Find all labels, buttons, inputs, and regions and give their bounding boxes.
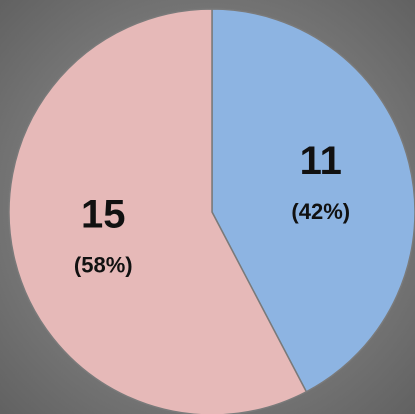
slice-percent-label: (42%): [291, 199, 350, 224]
slice-value-label: 11: [300, 139, 342, 183]
slice-value-label: 15: [81, 192, 126, 236]
pie-slice: [211, 8, 415, 393]
pie: [8, 8, 415, 414]
slice-percent-label: (58%): [74, 253, 133, 278]
pie-slice: [8, 8, 308, 414]
